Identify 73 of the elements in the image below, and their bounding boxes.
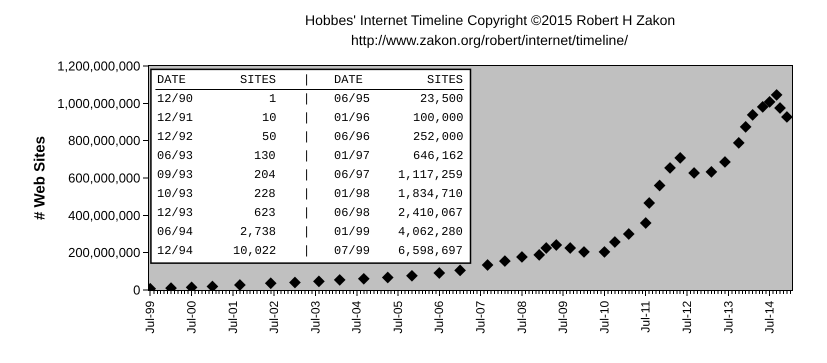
x-tick-label: Jul-00 xyxy=(184,300,199,334)
point xyxy=(609,236,621,248)
point xyxy=(550,239,562,251)
chart-subtitle: http://www.zakon.org/robert/internet/timeline/ xyxy=(351,32,628,48)
point xyxy=(774,102,786,114)
x-tick-label: Jul-03 xyxy=(308,300,322,334)
point xyxy=(770,89,782,101)
x-tick-label: Jul-09 xyxy=(556,300,570,334)
x-tick-label: Jul-11 xyxy=(638,300,653,333)
point xyxy=(358,272,370,285)
text: 12/91 10 | 01/96 100,000 xyxy=(157,111,464,125)
point xyxy=(732,137,745,149)
y-axis-title: # Web Sites xyxy=(32,136,49,220)
point xyxy=(533,249,546,261)
point xyxy=(746,109,759,121)
point xyxy=(740,121,752,133)
x-tick-label: Jul-05 xyxy=(390,300,405,334)
point xyxy=(334,274,346,286)
text: 10/93 228 | 01/98 1,834,710 xyxy=(157,187,463,201)
y-tick-label: 400,000,000 xyxy=(68,208,140,223)
point xyxy=(516,251,528,263)
point xyxy=(781,111,792,123)
x-tick-label: Jul-99 xyxy=(143,300,158,334)
x-tick-label: Jul-08 xyxy=(514,300,529,334)
x-tick-label: Jul-04 xyxy=(350,300,364,334)
x-tick-label: Jul-01 xyxy=(226,300,240,334)
y-tick-label: 200,000,000 xyxy=(68,245,140,260)
point xyxy=(499,255,511,267)
point xyxy=(382,272,394,284)
chart-title: Hobbes' Internet Timeline Copyright ©2015 Robert H Zakon xyxy=(305,12,676,28)
point xyxy=(664,162,676,174)
point xyxy=(756,101,769,113)
point xyxy=(764,96,776,108)
point xyxy=(564,242,576,254)
text: 09/93 204 | 06/97 1,117,259 xyxy=(157,168,463,182)
y-tick-label: 1,200,000,000 xyxy=(57,58,140,74)
text: 12/92 50 | 06/96 252,000 xyxy=(157,130,464,144)
y-tick-label: 1,000,000,000 xyxy=(57,96,140,111)
point xyxy=(622,228,635,240)
point xyxy=(688,167,700,179)
x-tick-label: Jul-07 xyxy=(473,300,488,334)
text: 12/93 623 | 06/98 2,410,067 xyxy=(157,206,463,220)
point xyxy=(406,270,418,282)
point xyxy=(289,276,301,288)
point xyxy=(540,242,552,254)
point xyxy=(454,264,466,276)
point xyxy=(313,276,325,288)
text: 12/90 1 | 06/95 23,500 xyxy=(157,92,464,106)
text: 06/93 130 | 01/97 646,162 xyxy=(157,149,464,163)
y-tick-label: 0 xyxy=(133,282,140,298)
point xyxy=(578,246,590,258)
text: 12/94 10,022 | 07/99 6,598,697 xyxy=(157,244,463,258)
point xyxy=(598,246,610,258)
point xyxy=(643,197,656,209)
point xyxy=(264,277,277,290)
text: 06/94 2,738 | 01/99 4,062,280 xyxy=(157,225,463,239)
point xyxy=(654,180,666,192)
y-tick-label: 600,000,000 xyxy=(68,170,140,186)
x-tick-label: Jul-06 xyxy=(432,300,446,334)
point xyxy=(433,267,446,279)
x-tick-label: Jul-10 xyxy=(597,300,612,334)
point xyxy=(674,152,686,164)
x-tick-label: Jul-02 xyxy=(267,300,282,334)
x-tick-label: Jul-13 xyxy=(721,300,736,334)
point xyxy=(719,156,731,168)
point xyxy=(706,166,718,178)
x-tick-label: Jul-14 xyxy=(762,300,777,334)
point xyxy=(234,279,246,290)
x-tick-label: Jul-12 xyxy=(680,300,694,334)
point xyxy=(640,217,652,229)
y-tick-label: 800,000,000 xyxy=(68,133,140,148)
text: DATE SITES | DATE SITES xyxy=(157,73,464,87)
point xyxy=(482,259,494,271)
